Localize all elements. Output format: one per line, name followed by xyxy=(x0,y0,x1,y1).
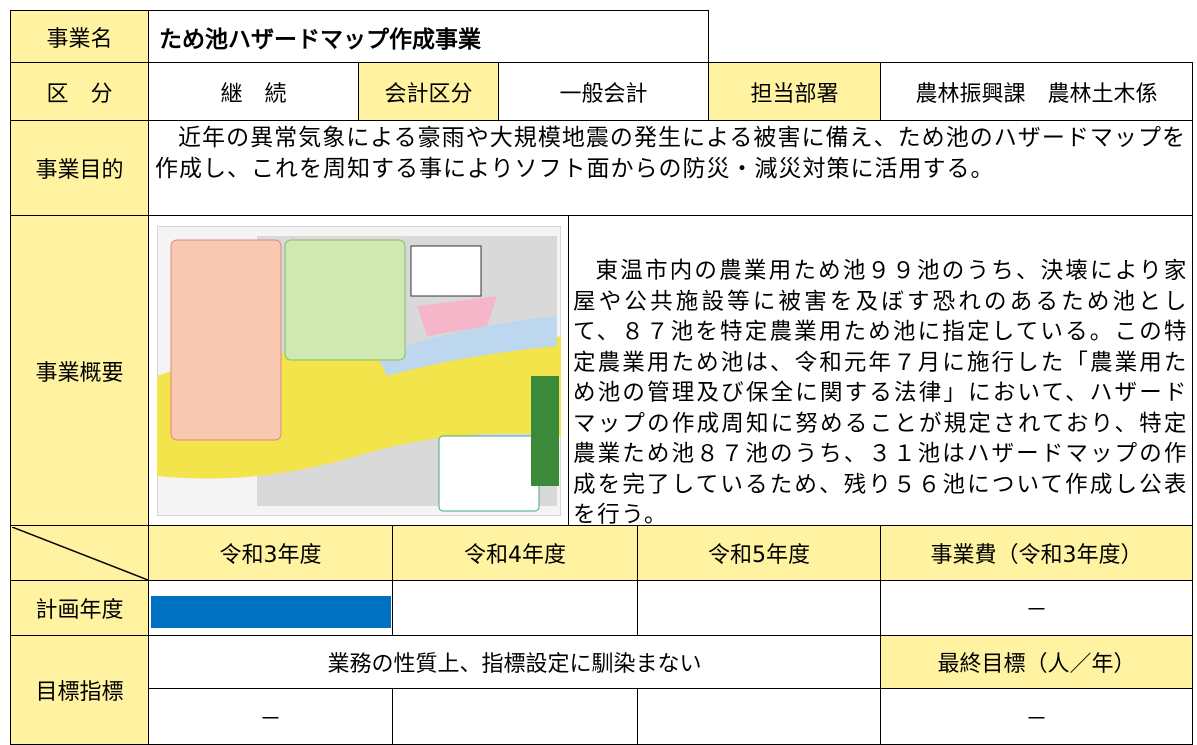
corner-cell xyxy=(10,525,149,581)
paragraph: 近年の異常気象による豪雨や大規模地震の発生による被害に備え、ため池のハザードマッ… xyxy=(155,125,1186,182)
value-cell xyxy=(637,688,881,745)
label-cell: 事業目的 xyxy=(10,120,149,216)
header-cell: 最終目標（人／年） xyxy=(880,635,1193,689)
value-cell: － xyxy=(148,688,393,745)
label-cell: 区 分 xyxy=(10,62,149,121)
paragraph: 東温市内の農業用ため池９９池のうち、決壊により家屋や公共施設等に被害を及ぼす恐れ… xyxy=(573,258,1188,528)
header-cell: 令和5年度 xyxy=(637,525,881,581)
project-title: ため池ハザードマップ作成事業 xyxy=(148,10,709,63)
plan-bar xyxy=(150,596,391,628)
diagonal xyxy=(11,526,148,580)
text-cell: 近年の異常気象による豪雨や大規模地震の発生による被害に備え、ため池のハザードマッ… xyxy=(148,120,1193,216)
header-cell: 事業費（令和3年度） xyxy=(880,525,1193,581)
plan-cell xyxy=(392,580,638,636)
header-cell: 令和3年度 xyxy=(148,525,393,581)
value-cell: 農林振興課 農林土木係 xyxy=(880,62,1193,121)
label-cell: 事業概要 xyxy=(10,215,149,526)
header-cell: 令和4年度 xyxy=(392,525,638,581)
value-cell: 一般会計 xyxy=(498,62,709,121)
cost-cell: － xyxy=(880,580,1193,636)
plan-cell xyxy=(637,580,881,636)
plan-cell xyxy=(148,580,393,636)
image-cell xyxy=(148,215,569,526)
map-image xyxy=(156,225,561,516)
label-cell: 担当部署 xyxy=(708,62,881,121)
value-cell xyxy=(392,688,638,745)
label-cell: 事業名 xyxy=(10,10,149,63)
label-cell: 会計区分 xyxy=(358,62,499,121)
text-cell: 東温市内の農業用ため池９９池のうち、決壊により家屋や公共施設等に被害を及ぼす恐れ… xyxy=(568,215,1193,528)
label-cell: 目標指標 xyxy=(10,635,149,745)
text-cell: 業務の性質上、指標設定に馴染まない xyxy=(148,635,881,689)
value-cell: － xyxy=(880,688,1193,745)
value-cell: 継 続 xyxy=(148,62,359,121)
label-cell: 計画年度 xyxy=(10,580,149,636)
